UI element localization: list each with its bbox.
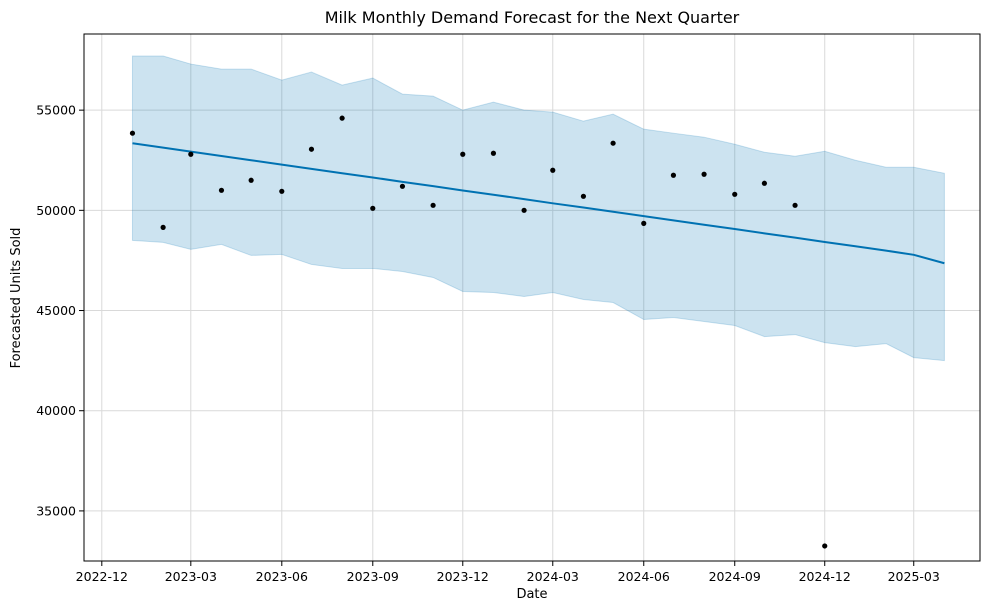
observed-point: [460, 151, 466, 157]
observed-point: [792, 202, 798, 208]
observed-point: [129, 130, 136, 136]
x-tick-label: 2023-03: [165, 569, 217, 584]
observed-point: [550, 167, 556, 173]
y-tick-label: 50000: [36, 203, 76, 218]
x-tick-label: 2024-09: [709, 569, 761, 584]
x-tick-label: 2024-03: [527, 569, 579, 584]
y-axis-ticks: 35000 40000 45000 50000 55000: [36, 103, 84, 518]
observed-point: [308, 146, 315, 152]
observed-point: [430, 202, 436, 208]
observed-point: [490, 150, 497, 156]
x-tick-label: 2023-09: [347, 569, 399, 584]
y-tick-label: 35000: [36, 503, 76, 518]
observed-point: [521, 207, 527, 213]
plot-area: [84, 34, 980, 561]
observed-point: [670, 172, 677, 178]
observed-point: [399, 183, 406, 189]
observed-point: [822, 543, 828, 549]
observed-points: [129, 115, 828, 549]
observed-point: [279, 188, 285, 194]
y-axis-label: Forecasted Units Sold: [9, 228, 24, 369]
observed-point: [218, 187, 225, 193]
observed-point: [188, 151, 194, 157]
y-tick-label: 55000: [36, 103, 76, 118]
observed-point: [370, 205, 376, 211]
chart-title: Milk Monthly Demand Forecast for the Nex…: [325, 8, 740, 27]
y-tick-label: 40000: [36, 403, 76, 418]
x-tick-label: 2023-12: [437, 569, 489, 584]
forecast-line-layer: [132, 142, 945, 265]
x-axis-ticks: 2022-12 2023-03 2023-06 2023-09 2023-12 2024-…: [76, 561, 940, 584]
plot-frame: [83, 33, 981, 562]
observed-point: [761, 180, 768, 186]
forecast-line: [132, 142, 945, 265]
observed-point: [610, 140, 616, 146]
x-tick-label: 2025-03: [888, 569, 940, 584]
observed-point: [701, 171, 707, 177]
y-tick-label: 45000: [36, 303, 76, 318]
observed-point: [641, 220, 647, 226]
x-tick-label: 2022-12: [76, 569, 128, 584]
uncertainty-interval: [131, 55, 945, 362]
observed-point: [732, 191, 738, 197]
observed-point: [580, 193, 587, 199]
x-tick-label: 2024-06: [618, 569, 670, 584]
uncertainty-band: [131, 55, 945, 362]
grid-lines: [84, 34, 980, 561]
x-tick-label: 2024-12: [799, 569, 851, 584]
x-tick-label: 2023-06: [256, 569, 308, 584]
x-axis-label: Date: [516, 587, 547, 602]
observed-point: [339, 115, 345, 121]
observed-point: [248, 177, 254, 183]
observed-point: [160, 224, 166, 230]
